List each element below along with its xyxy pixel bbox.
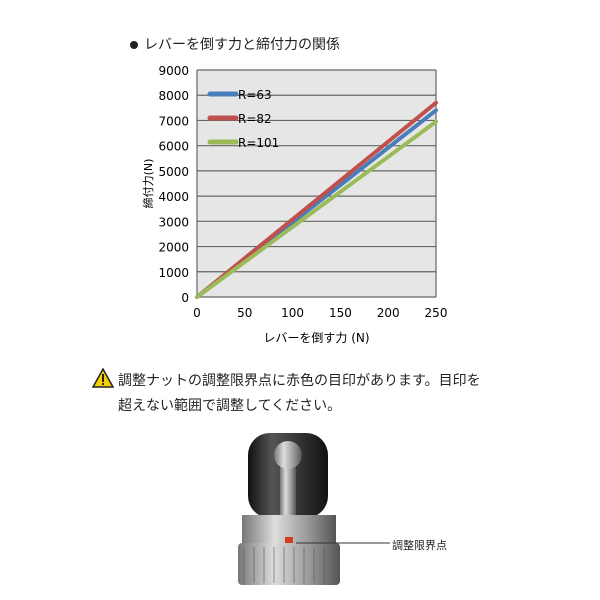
adjust-nut-photo — [238, 433, 390, 585]
series-line-R=82 — [195, 100, 438, 299]
y-tick-label: 3000 — [158, 215, 189, 229]
y-tick-label: 6000 — [158, 140, 189, 154]
limit-point-callout: 調整限界点 — [392, 539, 447, 552]
red-marker — [285, 537, 293, 543]
y-axis-label: 締付力(N) — [141, 159, 155, 209]
x-tick-label: 200 — [377, 306, 400, 320]
y-tick-label: 2000 — [158, 241, 189, 255]
x-tick-label: 0 — [193, 306, 201, 320]
warning-triangle-icon — [91, 367, 115, 388]
warning-note: 調整ナットの調整限界点に赤色の目印があります。目印を 超えない範囲で調整してくだ… — [91, 367, 532, 419]
legend-label: R=63 — [238, 88, 272, 102]
y-tick-label: 4000 — [158, 190, 189, 204]
legend-label: R=101 — [238, 136, 279, 150]
x-tick-label: 100 — [281, 306, 304, 320]
y-tick-label: 1000 — [158, 266, 189, 280]
y-tick-label: 8000 — [158, 89, 189, 103]
y-tick-label: 5000 — [158, 165, 189, 179]
x-tick-label: 250 — [425, 306, 448, 320]
section-heading: レバーを倒す力と締付力の関係 — [130, 34, 340, 54]
x-tick-label: 150 — [329, 306, 352, 320]
y-tick-label: 0 — [181, 291, 189, 305]
warning-line-1: 調整ナットの調整限界点に赤色の目印があります。目印を — [118, 373, 481, 389]
legend-label: R=82 — [238, 112, 272, 126]
series-line-R=101 — [195, 119, 438, 299]
bullet-icon — [130, 41, 138, 49]
x-axis-label: レバーを倒す力 (N) — [263, 331, 369, 345]
chart: 0 1000 2000 3000 4000 5000 6000 7000 8000 9000 0 50… — [141, 64, 448, 345]
y-tick-label: 7000 — [158, 114, 189, 128]
heading-text: レバーを倒す力と締付力の関係 — [144, 37, 340, 53]
warning-line-2: 超えない範囲で調整してください。 — [118, 398, 342, 414]
plot-area — [197, 70, 436, 297]
y-tick-label: 9000 — [158, 64, 189, 78]
x-tick-label: 50 — [237, 306, 252, 320]
